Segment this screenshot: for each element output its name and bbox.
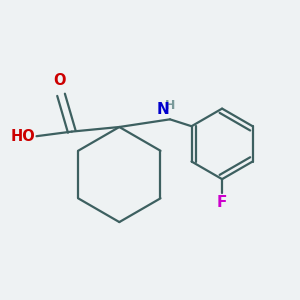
Text: F: F [217, 195, 227, 210]
Text: N: N [157, 102, 169, 117]
Text: H: H [165, 99, 175, 112]
Text: O: O [53, 73, 66, 88]
Text: HO: HO [10, 129, 35, 144]
